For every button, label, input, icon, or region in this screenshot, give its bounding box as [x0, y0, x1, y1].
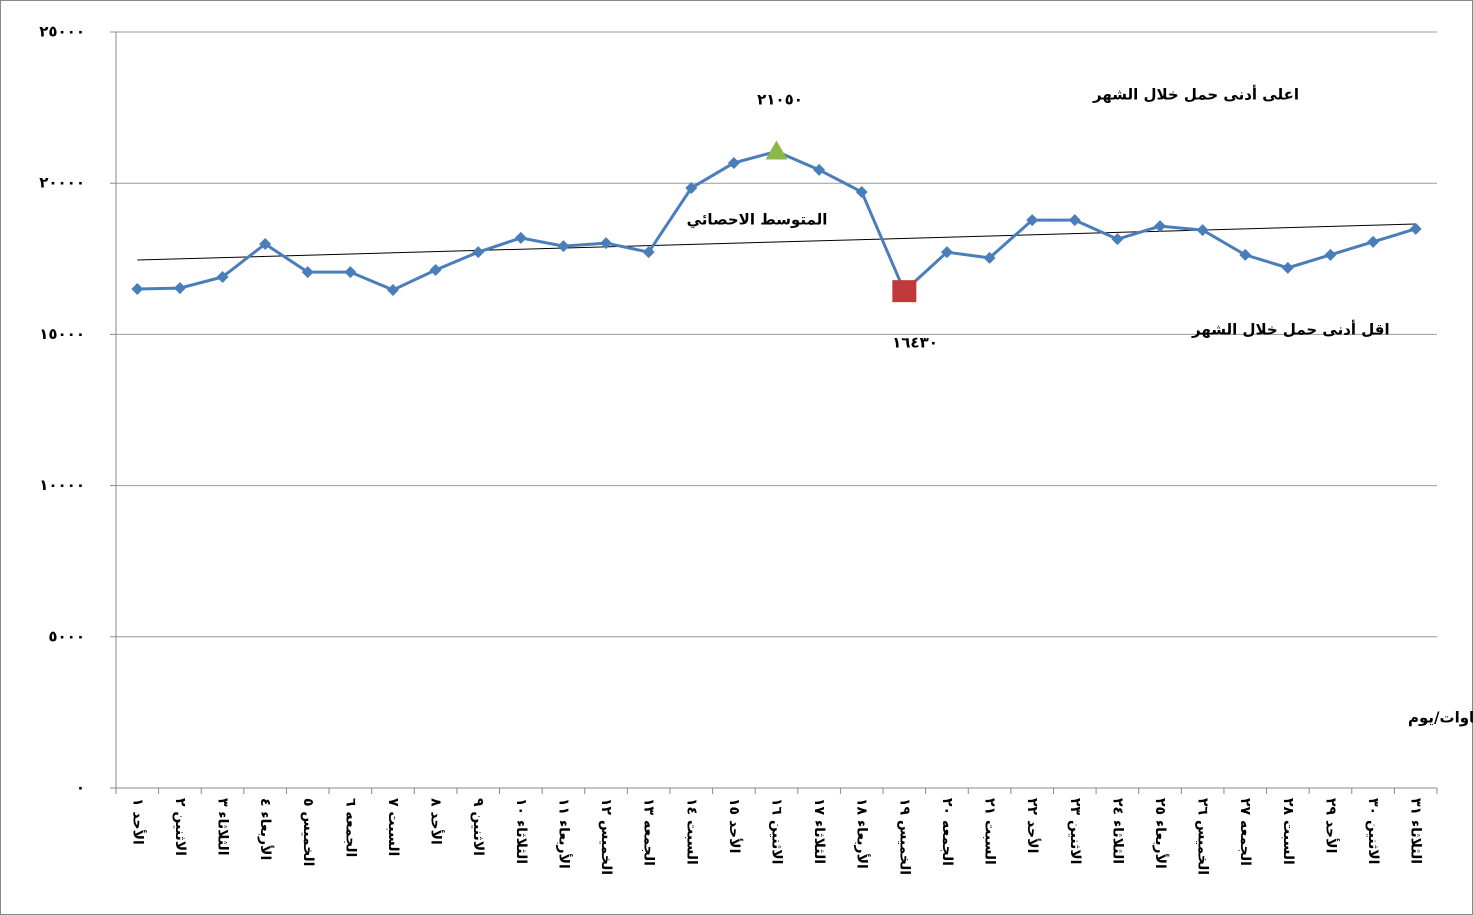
point [386, 283, 399, 296]
x-tick-label: الاثنين ٩ [470, 798, 486, 856]
y-tick-label: ٥٠٠٠ [48, 627, 85, 645]
note: متوسط معدل ارتفاع الحمل الادنى = ٤٠,٥ مي… [1408, 709, 1473, 727]
x-tick-label: الجمعه ٢٠ [939, 798, 955, 866]
x-tick-label: الأربعاء ١٨ [854, 798, 871, 869]
max-note: اعلى أدنى حمل خلال الشهر [1092, 85, 1299, 104]
min-note: اقل أدنى حمل خلال الشهر [1191, 320, 1390, 339]
x-tick-label: الاثنين ٢ [172, 798, 188, 856]
x-tick-label: الأحد ١٥ [726, 798, 743, 853]
x-tick-label: الثلاثاء ١٧ [811, 798, 827, 864]
y-tick-label: ٠ [76, 779, 85, 797]
point [1154, 220, 1167, 233]
x-tick-label: الأربعاء ٢٥ [1152, 798, 1169, 869]
point [259, 237, 272, 250]
x-tick-label: الجمعه ٦ [342, 798, 358, 857]
x-tick-label: الأحد ٨ [428, 798, 445, 845]
max-marker [765, 140, 788, 160]
x-tick-label: الخميس ٥ [300, 798, 316, 866]
point [1324, 248, 1337, 261]
point [216, 270, 229, 283]
y-tick-label: ١٥٠٠٠ [39, 325, 85, 343]
x-tick-label: الخميس ١٢ [598, 798, 614, 875]
x-tick-label: الأحد ٢٢ [1024, 798, 1041, 853]
y-tick-label: ١٠٠٠٠ [39, 476, 85, 494]
point [983, 251, 996, 264]
point [600, 237, 613, 250]
point [557, 240, 570, 253]
y-tick-label: ٢٠٠٠٠ [39, 174, 85, 192]
value-label: ٢١٠٥٠ [757, 91, 803, 109]
x-tick-label: الثلاثاء ٣ [215, 798, 231, 856]
x-tick-label: الجمعه ٢٧ [1237, 798, 1253, 866]
x-tick-label: الثلاثاء ٢٤ [1109, 798, 1125, 864]
point [1026, 214, 1039, 227]
point [1111, 233, 1124, 246]
point [685, 182, 698, 195]
point [514, 231, 527, 244]
point [1281, 261, 1294, 274]
x-tick-label: السبت ٢٨ [1280, 798, 1296, 865]
x-tick-label: الأربعاء ١١ [555, 798, 572, 869]
x-tick-label: السبت ٢١ [982, 798, 998, 865]
point [1196, 224, 1209, 237]
x-tick-label: الاثنين ٣٠ [1365, 798, 1381, 864]
point [131, 283, 144, 296]
min-marker [892, 280, 917, 303]
x-tick-label: الثلاثاء ١٠ [513, 798, 529, 864]
x-tick-label: الأربعاء ٤ [257, 798, 274, 860]
point [1367, 235, 1380, 248]
point [727, 156, 740, 169]
point [173, 282, 186, 295]
x-tick-label: الثلاثاء ٣١ [1408, 798, 1424, 864]
point [472, 246, 485, 259]
x-tick-label: السبت ٧ [385, 798, 401, 856]
x-tick-label: الخميس ٢٦ [1195, 798, 1211, 875]
point [940, 246, 953, 259]
x-tick-label: السبت ١٤ [683, 798, 699, 865]
trend-label: المتوسط الاحصائي [687, 211, 828, 229]
y-tick-label: ٢٥٠٠٠ [39, 23, 85, 41]
point [813, 163, 826, 176]
point [301, 266, 314, 279]
value-label: ١٦٤٣٠ [892, 334, 938, 352]
point [1409, 222, 1422, 235]
x-tick-label: الاثنين ٢٣ [1067, 798, 1083, 864]
point [429, 263, 442, 276]
x-tick-label: الخميس ١٩ [896, 798, 912, 875]
x-tick-label: الجمعه ١٣ [641, 798, 657, 866]
x-tick-label: الأحد ٢٩ [1322, 798, 1339, 853]
point [855, 185, 868, 198]
point [1068, 214, 1081, 227]
point [344, 266, 357, 279]
point [642, 246, 655, 259]
point [1239, 248, 1252, 261]
x-tick-label: الاثنين ١٦ [769, 798, 785, 864]
x-tick-label: الأحد ١ [129, 798, 146, 845]
